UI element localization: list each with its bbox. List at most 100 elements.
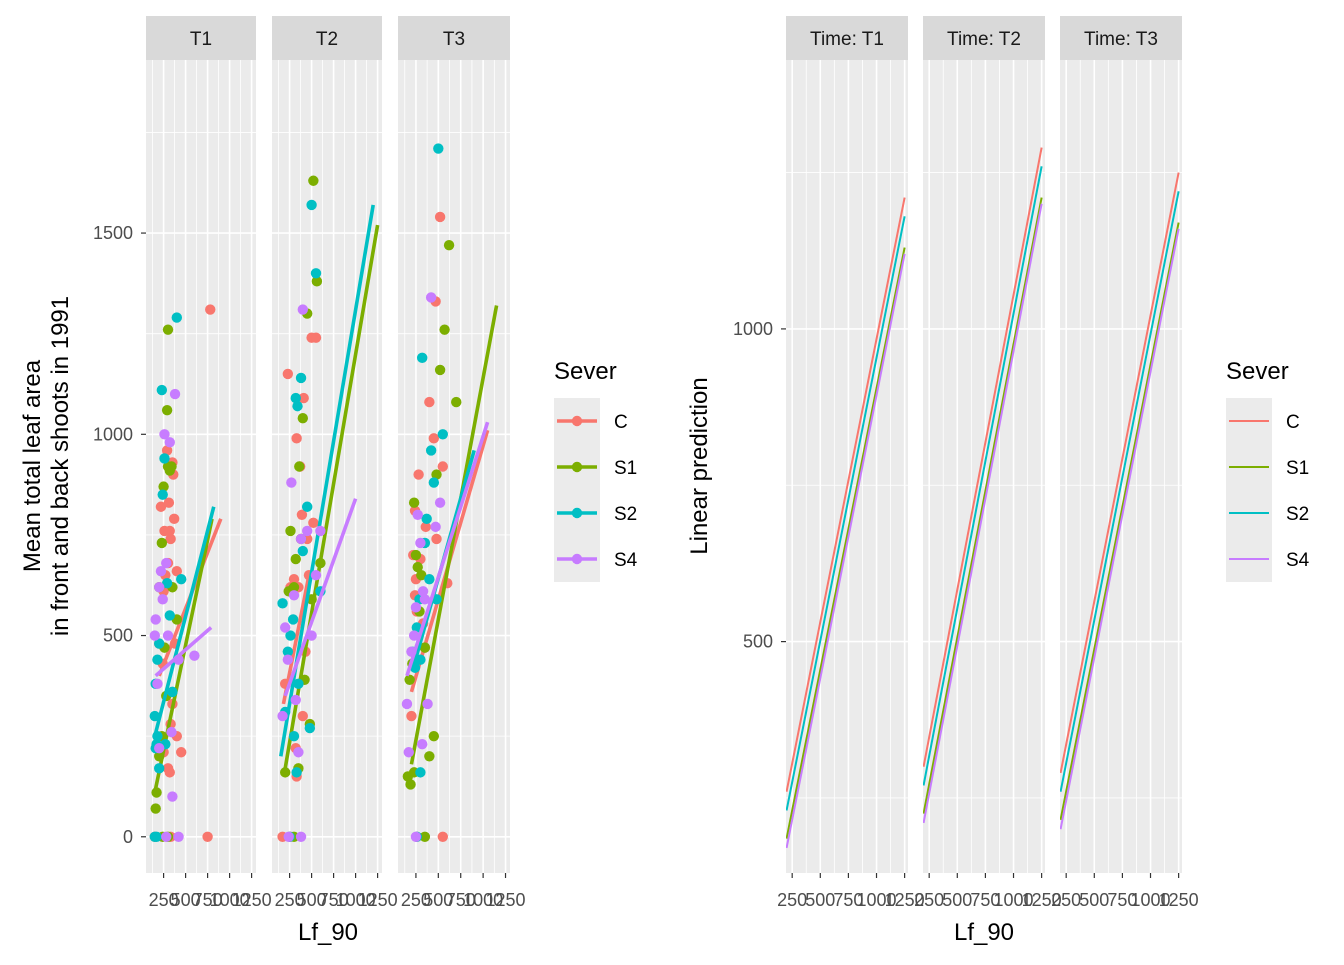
- prediction-line-c: [786, 197, 906, 792]
- prediction-line-s2: [786, 216, 906, 811]
- legend-label: C: [614, 412, 628, 433]
- data-point-s4: [157, 594, 168, 605]
- facet-strip: [146, 16, 256, 60]
- legend-key: [1226, 444, 1272, 490]
- data-point-s4: [166, 726, 177, 738]
- data-point-s2: [157, 489, 168, 500]
- data-point-s1: [290, 553, 301, 565]
- data-point-s4: [425, 292, 437, 303]
- data-point-s1: [280, 767, 291, 778]
- data-point-s1: [439, 324, 450, 335]
- data-point-s2: [292, 400, 303, 412]
- x-tick-label: 500: [942, 890, 972, 910]
- data-point-c: [428, 433, 440, 444]
- data-point-s2: [149, 710, 160, 722]
- prediction-line-c: [1060, 172, 1180, 774]
- x-tick-label: 1000: [993, 890, 1033, 910]
- data-point-c: [176, 747, 187, 758]
- data-point-s1: [412, 561, 423, 573]
- facet-strip: [923, 16, 1045, 60]
- legend-label: S4: [1286, 550, 1310, 571]
- x-tick-label: 250: [149, 890, 179, 910]
- x-tick-label: 500: [805, 890, 835, 910]
- y-tick-label: 500: [103, 626, 133, 646]
- data-point-s4: [150, 614, 161, 625]
- data-point-s4: [189, 650, 200, 661]
- y-tick-label: 0: [123, 827, 133, 847]
- x-tick-label: 1250: [1022, 890, 1062, 910]
- x-axis-title: Lf_90: [954, 919, 1014, 946]
- data-point-s4: [315, 525, 326, 537]
- data-point-c: [165, 533, 176, 545]
- panel-data: [149, 304, 223, 842]
- legend: Sever C S1 S2 S4: [554, 358, 638, 582]
- legend-title: Sever: [554, 358, 617, 385]
- data-point-s4: [161, 557, 172, 569]
- data-point-c: [413, 469, 424, 480]
- data-point-c: [420, 521, 431, 533]
- data-point-s2: [424, 573, 435, 585]
- data-point-c: [308, 517, 319, 529]
- facet-strip-label: T3: [443, 29, 465, 50]
- legend-title: Sever: [1226, 358, 1289, 385]
- facet-strip: [272, 16, 382, 60]
- data-point-s2: [154, 763, 165, 774]
- x-tick-label: 1000: [1130, 890, 1170, 910]
- data-point-s2: [290, 392, 301, 404]
- data-point-c: [297, 710, 308, 722]
- x-tick-label: 750: [446, 890, 476, 910]
- data-point-s4: [288, 590, 300, 601]
- data-point-s2: [302, 501, 313, 512]
- prediction-line-s4: [1060, 228, 1180, 830]
- data-point-s1: [308, 175, 319, 186]
- data-point-s4: [159, 429, 170, 440]
- legend-key: [554, 398, 600, 444]
- data-point-s2: [156, 384, 168, 396]
- x-tick-label: 1000: [336, 890, 376, 910]
- facet-strip: [398, 16, 510, 60]
- facet-strip-label: Time: T3: [1084, 29, 1158, 50]
- data-point-s4: [155, 565, 167, 577]
- data-point-s2: [176, 573, 187, 585]
- y-axis-title: in front and back shoots in 1991: [47, 296, 74, 636]
- fit-line-s1: [409, 305, 499, 765]
- data-point-s4: [422, 698, 433, 710]
- data-point-s4: [430, 521, 441, 533]
- facet-strip: [786, 16, 908, 60]
- data-point-s4: [310, 569, 322, 581]
- legend-key: [554, 490, 600, 536]
- x-tick-label: 250: [1051, 890, 1081, 910]
- legend: Sever C S1 S2 S4: [1226, 358, 1310, 582]
- data-point-s2: [295, 372, 307, 384]
- data-point-s2: [164, 610, 175, 621]
- data-point-s4: [167, 791, 178, 802]
- data-point-c: [437, 831, 448, 842]
- x-tick-label: 1000: [463, 890, 503, 910]
- data-point-s1: [311, 276, 323, 287]
- y-tick-label: 1000: [93, 424, 133, 444]
- data-point-s1: [150, 803, 161, 814]
- data-point-s4: [412, 509, 423, 520]
- left-chart: T125050075010001250T225050075010001250T3…: [19, 16, 638, 946]
- legend-key: [554, 444, 600, 490]
- panel-data: [923, 147, 1043, 824]
- legend-key: [554, 536, 600, 582]
- legend-key: [1226, 398, 1272, 444]
- data-point-s1: [408, 497, 420, 508]
- data-point-s2: [167, 686, 178, 698]
- x-tick-label: 1000: [856, 890, 896, 910]
- x-tick-label: 750: [970, 890, 1000, 910]
- x-tick-label: 500: [171, 890, 201, 910]
- data-point-s1: [451, 396, 462, 408]
- data-point-c: [171, 565, 182, 577]
- data-point-c: [434, 211, 446, 223]
- data-point-s4: [302, 525, 313, 537]
- legend-key-point: [571, 461, 583, 473]
- data-point-s1: [162, 324, 174, 335]
- prediction-line-s1: [786, 247, 906, 839]
- legend-key: [1226, 490, 1272, 536]
- data-point-s1: [285, 525, 296, 537]
- data-point-s4: [416, 739, 428, 750]
